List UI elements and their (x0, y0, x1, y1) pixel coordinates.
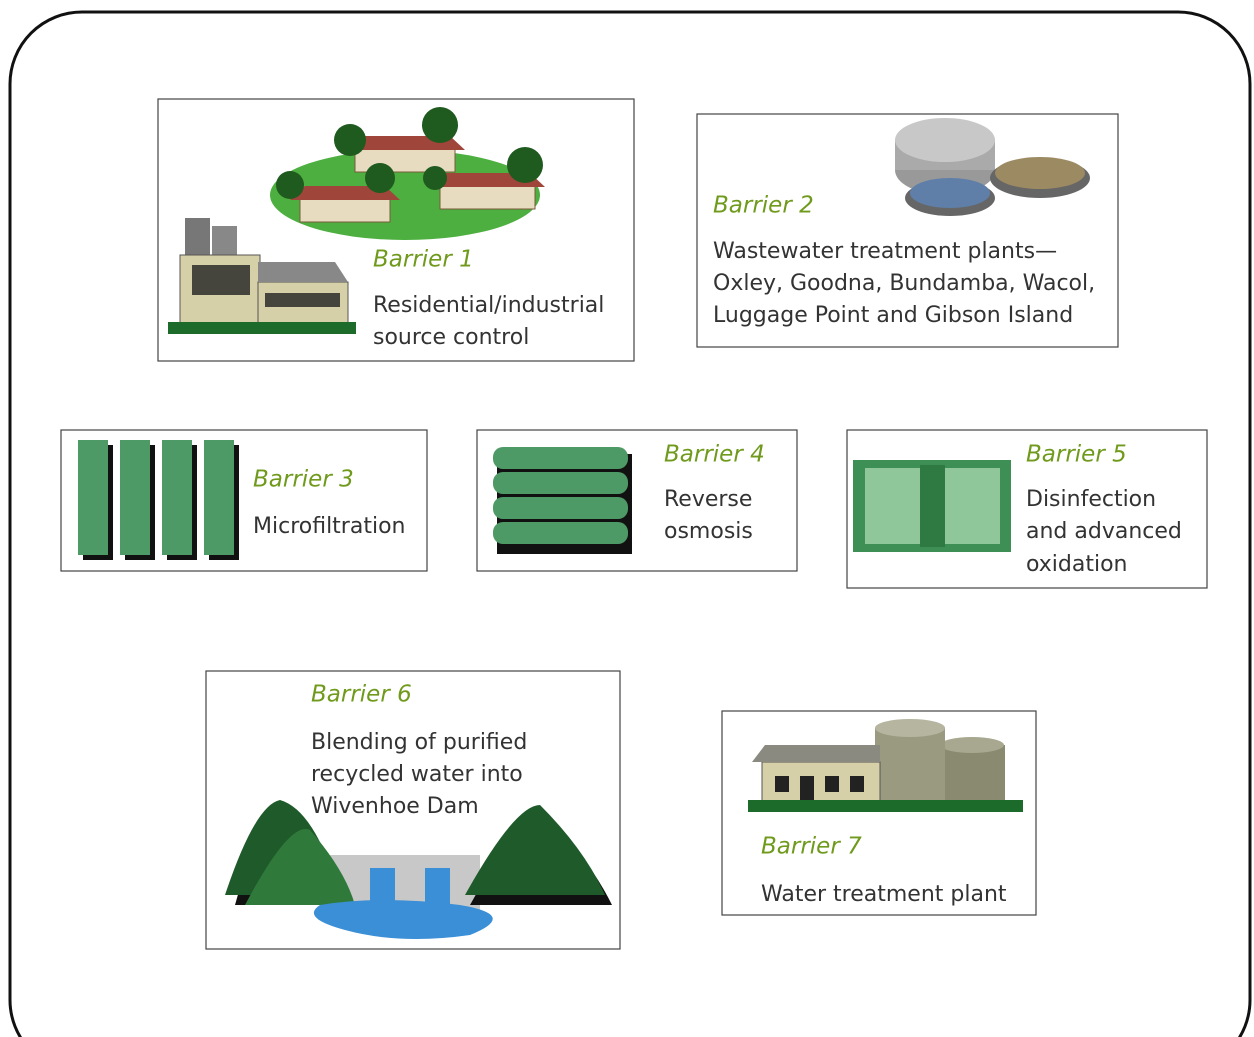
microfiltration-illustration-part (204, 440, 234, 555)
water-plant-illustration-part (940, 737, 1004, 753)
barrier-title: Barrier 7 (761, 834, 862, 860)
water-plant-illustration-part (800, 776, 814, 800)
diagram: Barrier 1 Residential/industrial source … (0, 0, 1254, 1037)
barrier-title: Barrier 4 (664, 442, 765, 468)
barrier-description: oxidation (1026, 552, 1128, 577)
water-plant-illustration-part (850, 776, 864, 792)
factory-illustration-part (185, 218, 210, 258)
factory-illustration-part (258, 262, 348, 282)
reverse-osmosis-illustration-part (493, 497, 628, 519)
barrier-description: Reverse (664, 487, 752, 512)
barrier-description: and advanced (1026, 519, 1182, 544)
water-plant-illustration-part (775, 776, 789, 792)
reverse-osmosis-illustration (493, 447, 632, 554)
microfiltration-illustration-part (120, 440, 150, 555)
barrier-description: Disinfection (1026, 487, 1156, 512)
water-plant-illustration-part (875, 719, 945, 737)
barrier-box (61, 430, 427, 571)
water-plant-illustration-part (748, 800, 1023, 812)
treatment-tanks-illustration-part (895, 118, 995, 162)
barrier-title: Barrier 3 (253, 467, 354, 493)
water-plant-illustration-part (825, 776, 839, 792)
oxidation-illustration (853, 460, 1011, 552)
barrier-description: Wastewater treatment plants— (713, 239, 1057, 264)
factory-illustration-part (212, 226, 237, 258)
suburb-illustration-part (507, 147, 543, 183)
suburb-illustration-part (334, 124, 366, 156)
barrier-title: Barrier 1 (373, 247, 474, 273)
suburb-illustration-part (300, 198, 390, 222)
barrier-description: Microfiltration (253, 514, 405, 539)
factory-illustration-part (265, 293, 340, 307)
water-plant-illustration-part (752, 745, 880, 762)
suburb-illustration-part (440, 185, 535, 209)
oxidation-illustration-part (865, 468, 920, 544)
suburb-illustration-part (423, 166, 447, 190)
barrier-description: Luggage Point and Gibson Island (713, 303, 1073, 328)
barrier-description: Residential/industrial (373, 293, 604, 318)
barrier-description: Oxley, Goodna, Bundamba, Wacol, (713, 271, 1095, 296)
factory-illustration-part (192, 265, 250, 295)
water-plant-illustration-part (875, 728, 945, 805)
treatment-tanks-illustration-part (910, 178, 990, 208)
suburb-illustration-part (276, 171, 304, 199)
microfiltration-illustration-part (78, 440, 108, 555)
barrier-description: source control (373, 325, 529, 350)
barrier-description: osmosis (664, 519, 753, 544)
reverse-osmosis-illustration-part (493, 522, 628, 544)
factory-illustration-part (168, 322, 356, 334)
reverse-osmosis-illustration-part (493, 447, 628, 469)
oxidation-illustration-part (945, 468, 1000, 544)
barrier-description: Blending of purified (311, 730, 527, 755)
water-plant-illustration-part (940, 745, 1005, 805)
barrier-title: Barrier 6 (311, 682, 412, 708)
microfiltration-illustration-part (162, 440, 192, 555)
suburb-illustration-part (422, 107, 458, 143)
barrier-description: Water treatment plant (761, 882, 1007, 907)
reverse-osmosis-illustration-part (493, 472, 628, 494)
barrier-title: Barrier 5 (1026, 442, 1127, 468)
barrier-description: Wivenhoe Dam (311, 794, 479, 819)
suburb-illustration-part (365, 163, 395, 193)
oxidation-illustration-part (920, 465, 945, 547)
barrier-description: recycled water into (311, 762, 523, 787)
barrier-title: Barrier 2 (713, 193, 814, 219)
treatment-tanks-illustration-part (995, 157, 1085, 189)
